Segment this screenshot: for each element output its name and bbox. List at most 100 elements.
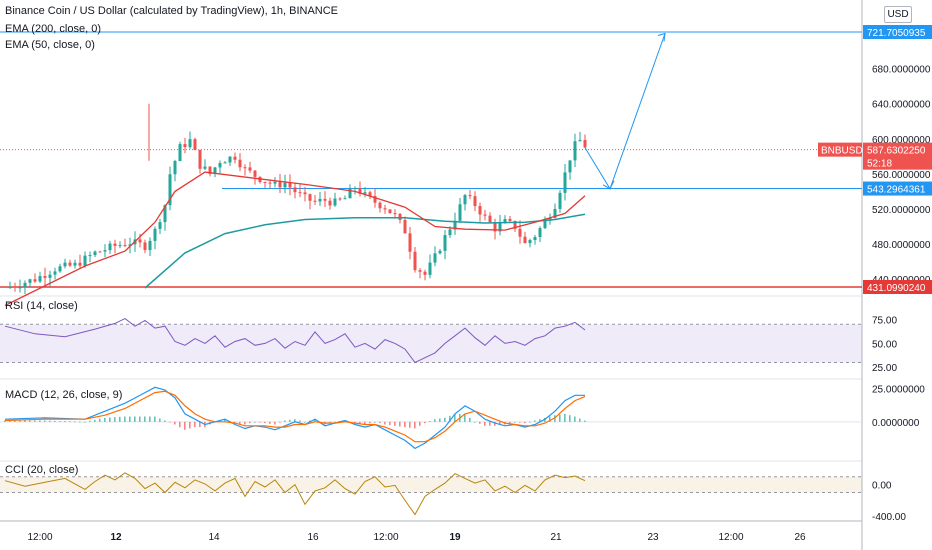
macd-legend: MACD (12, 26, close, 9): [5, 389, 123, 401]
candle-body: [208, 166, 212, 174]
macd-hist-bar: [239, 421, 241, 424]
candle-body: [338, 198, 342, 200]
candle-body: [33, 279, 37, 282]
candles: [8, 131, 587, 295]
candle-body: [348, 188, 352, 199]
candle-body: [423, 271, 427, 275]
candle-body: [403, 219, 407, 234]
candle-body: [308, 194, 312, 201]
candle-body: [143, 242, 147, 251]
top-level-tag-text: 721.7050935: [867, 28, 926, 39]
macd-hist-bar: [359, 421, 361, 424]
candle-body: [438, 250, 442, 254]
candle-body: [388, 209, 392, 214]
time-axis-label: 12:00: [718, 532, 743, 543]
candle-body: [393, 213, 397, 215]
candle-body: [573, 141, 577, 161]
macd-axis-label: 0.0000000: [872, 418, 920, 429]
candle-body: [158, 222, 162, 229]
price-axis-label: 560.0000000: [872, 170, 931, 181]
macd-hist-bar: [309, 420, 311, 422]
price-axis-label: 520.0000000: [872, 205, 931, 216]
ema50-line: [4, 171, 586, 307]
candle-body: [498, 222, 502, 232]
macd-hist-bar: [524, 421, 526, 424]
candle-body: [343, 198, 347, 200]
candle-body: [448, 229, 452, 236]
macd-hist-bar: [374, 421, 376, 423]
currency-button[interactable]: USD: [884, 6, 912, 23]
candle-body: [263, 181, 267, 183]
candle-body: [558, 192, 562, 209]
candle-body: [433, 253, 437, 263]
macd-hist-bar: [464, 413, 466, 422]
macd-hist-bar: [549, 416, 551, 422]
macd-hist-bar: [194, 421, 196, 428]
candle-body: [303, 192, 307, 195]
macd-axis-label: 25.0000000: [872, 385, 925, 396]
macd-hist-bar: [379, 421, 381, 424]
cci-legend: CCI (20, close): [5, 464, 79, 476]
candle-body: [63, 262, 67, 267]
candle-body: [463, 195, 467, 205]
rsi-line: [4, 318, 586, 364]
candle-body: [453, 220, 457, 230]
candle-body: [363, 192, 367, 194]
candle-body: [583, 139, 587, 148]
macd-hist-bar: [49, 420, 51, 422]
candle-body: [88, 255, 92, 257]
macd-hist-bar: [74, 421, 76, 423]
macd-hist-bar: [29, 420, 31, 422]
candle-body: [238, 159, 242, 168]
price-axis-label: 480.0000000: [872, 240, 931, 251]
candle-body: [163, 205, 167, 223]
candle-body: [568, 160, 572, 173]
candle-body: [493, 222, 497, 232]
macd-hist-bar: [9, 420, 11, 422]
candle-body: [383, 208, 387, 210]
candle-body: [178, 144, 182, 162]
price-countdown: 52:18: [867, 159, 892, 170]
time-axis-label: 12:00: [373, 532, 398, 543]
candle-body: [443, 235, 447, 251]
candle-body: [293, 187, 297, 193]
macd-hist-bar: [574, 416, 576, 422]
top-level-tag-bg: [863, 25, 932, 39]
macd-hist-bar: [419, 421, 421, 426]
candle-body: [73, 262, 77, 266]
macd-hist-bar: [584, 420, 586, 422]
time-axis-label: 12:00: [27, 532, 52, 543]
time-axis-label: 26: [794, 532, 806, 543]
candle-body: [528, 240, 532, 244]
candle-body: [488, 215, 492, 223]
macd-hist-bar: [174, 421, 176, 425]
candle-body: [78, 262, 82, 266]
cci-axis-label: -400.00: [872, 512, 906, 523]
candle-body: [223, 162, 227, 164]
candle-body: [198, 149, 202, 169]
candle-body: [288, 182, 292, 188]
macd-hist-bar: [394, 421, 396, 426]
macd-hist-bar: [79, 421, 81, 423]
macd-hist-bar: [439, 418, 441, 422]
candle-body: [13, 286, 17, 288]
macd-hist-bar: [414, 421, 416, 429]
candle-body: [543, 220, 547, 229]
macd-hist-bar: [389, 421, 391, 426]
macd-hist-bar: [199, 421, 201, 428]
macd-hist-bar: [494, 421, 496, 426]
candle-body: [188, 139, 192, 148]
price-symbol: BNBUSD: [821, 146, 863, 157]
macd-hist-bar: [44, 420, 46, 422]
macd-hist-bar: [469, 417, 471, 422]
macd-hist-bar: [424, 421, 426, 424]
candle-body: [368, 192, 372, 197]
macd-hist-bar: [334, 421, 336, 423]
candle-body: [23, 282, 27, 288]
price-axis-label: 600.0000000: [872, 135, 931, 146]
candle-body: [168, 174, 172, 206]
candle-body: [518, 228, 522, 237]
candle-body: [243, 167, 247, 169]
macd-hist-bar: [54, 420, 56, 422]
